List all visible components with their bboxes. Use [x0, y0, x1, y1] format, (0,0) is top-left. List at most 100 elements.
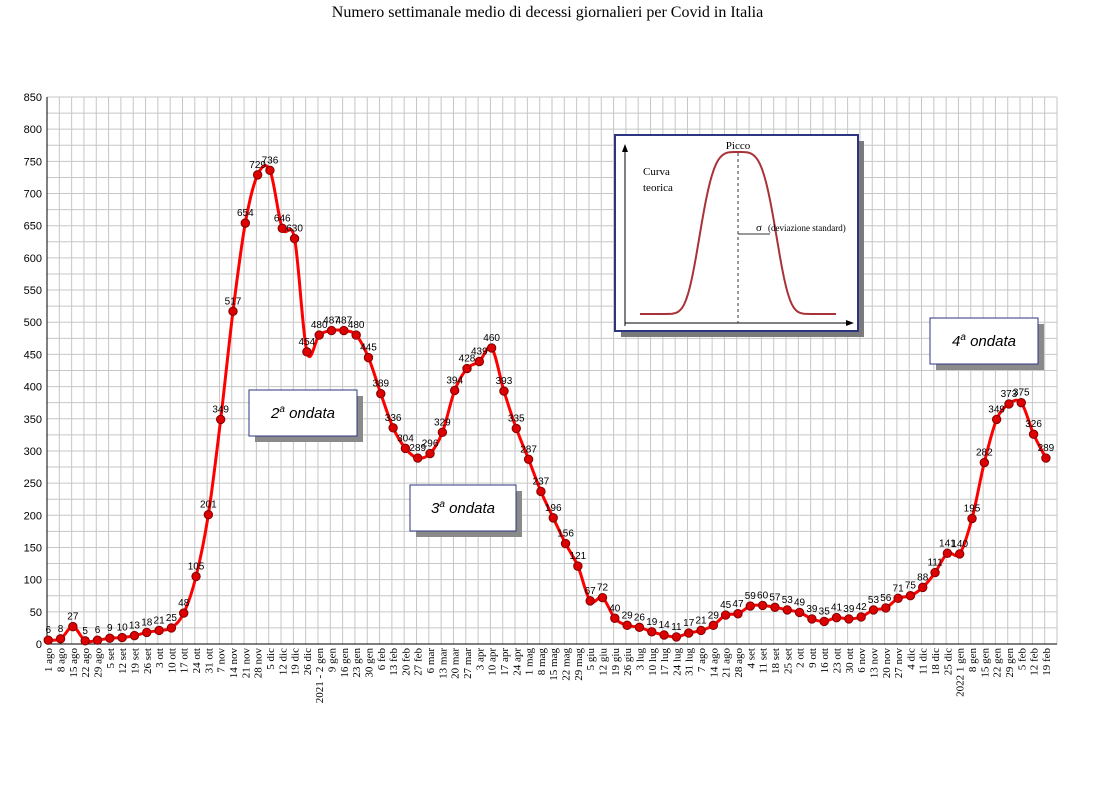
data-point [179, 608, 189, 618]
data-label: 27 [67, 612, 79, 623]
x-tick-label: 20 mar [450, 648, 462, 679]
data-label: 71 [893, 583, 905, 594]
data-point [807, 614, 817, 624]
data-point [1028, 429, 1039, 439]
data-point [794, 607, 805, 618]
data-point [856, 612, 866, 622]
data-point [733, 609, 743, 619]
x-tick-label: 13 mar [437, 648, 449, 679]
chart-title: Numero settimanale medio di decessi gior… [331, 4, 764, 21]
data-point [585, 596, 595, 606]
x-tick-label: 16 gen [339, 648, 351, 678]
callout-label: 3a ondata [431, 499, 495, 517]
data-point [930, 567, 940, 578]
x-tick-label: 27 mar [462, 648, 474, 679]
axes [46, 97, 1057, 645]
inset-y-arrow [622, 144, 628, 152]
data-label: 5 [82, 626, 88, 637]
wave-callouts: 2a ondata 3a ondata 4a ondata [248, 317, 1044, 537]
data-label: 454 [299, 337, 316, 348]
data-point [954, 549, 965, 559]
data-label: 140 [951, 539, 968, 550]
y-tick-label: 250 [24, 478, 42, 490]
x-tick-label: 18 dic [930, 648, 942, 675]
x-tick-label: 30 gen [363, 648, 375, 678]
inset-peak-label: Picco [726, 140, 751, 152]
data-point [425, 448, 435, 459]
data-label: 26 [634, 612, 646, 623]
data-label: 630 [286, 224, 303, 235]
data-label: 11 [671, 622, 682, 633]
x-tick-label: 2021 - 2 gen [314, 648, 326, 704]
data-point [720, 610, 731, 620]
x-tick-label: 4 dic [905, 648, 917, 670]
data-point [819, 616, 829, 627]
x-tick-label: 7 ago [696, 648, 708, 673]
data-label: 57 [769, 592, 781, 603]
x-tick-label: 13 feb [388, 648, 400, 676]
data-label: 29 [622, 610, 634, 621]
x-tick-label: 19 dic [290, 648, 302, 675]
callout-label: 4a ondata [952, 332, 1016, 350]
callout-ondata-2: 2a ondata [248, 389, 363, 442]
data-label: 141 [939, 538, 956, 549]
x-tick-label: 19 feb [1041, 648, 1053, 676]
x-tick-label: 25 set [782, 648, 794, 674]
data-point [314, 330, 324, 340]
x-tick-label: 25 dic [942, 648, 954, 675]
data-point [215, 414, 226, 425]
data-label: 25 [166, 613, 178, 624]
data-point [376, 388, 386, 399]
data-label: 59 [745, 591, 757, 602]
data-label: 45 [720, 600, 732, 611]
data-label: 6 [45, 625, 51, 636]
data-label: 201 [200, 500, 217, 511]
y-tick-label: 500 [24, 317, 42, 329]
x-tick-label: 4 set [745, 648, 757, 668]
data-point [536, 486, 546, 497]
data-label: 21 [154, 615, 166, 626]
data-label: 29 [708, 610, 720, 621]
x-tick-label: 27 feb [413, 648, 425, 676]
x-tick-label: 22 ago [80, 648, 92, 678]
data-point [289, 233, 300, 244]
data-label: 646 [274, 213, 291, 224]
y-tick-label: 450 [24, 349, 42, 361]
data-point [560, 538, 571, 549]
x-tick-label: 28 ago [733, 648, 745, 678]
x-tick-label: 10 apr [487, 648, 499, 676]
data-label: 41 [831, 603, 843, 614]
data-point [918, 582, 928, 593]
data-label: 487 [335, 316, 352, 327]
data-label: 373 [1001, 389, 1018, 400]
data-point [499, 386, 509, 396]
x-tick-label: 26 dic [302, 648, 314, 675]
data-point [942, 548, 953, 558]
x-tick-label: 7 nov [216, 648, 228, 673]
data-label: 72 [597, 583, 609, 594]
x-axis-ticks: 1 ago 8 ago 15 ago 22 ago 29 ago 5 set 12 set 1… [43, 648, 1053, 704]
data-point [597, 592, 608, 603]
y-tick-label: 650 [24, 221, 42, 233]
data-point [770, 602, 780, 613]
data-label: 121 [570, 551, 587, 562]
x-tick-label: 1 ago [43, 648, 55, 673]
x-tick-label: 19 set [129, 648, 141, 674]
x-tick-label: 10 lug [647, 648, 659, 676]
data-label: 47 [732, 599, 744, 610]
y-tick-label: 800 [24, 124, 42, 136]
x-tick-label: 24 lug [671, 648, 683, 676]
inset-sigma-symbol: σ [756, 222, 762, 234]
data-point [400, 443, 411, 454]
y-tick-label: 700 [24, 189, 42, 201]
data-point [647, 627, 657, 637]
data-label: 196 [545, 503, 562, 514]
data-point [634, 622, 645, 632]
data-point [105, 633, 115, 643]
callout-ondata-4: 4a ondata [929, 317, 1044, 370]
data-label: 439 [471, 346, 488, 357]
data-point [154, 625, 164, 636]
inset-curve-label: Curva [643, 166, 670, 178]
inset-sigma-text: (deviazione standard) [768, 223, 846, 233]
x-tick-label: 10 ott [166, 648, 178, 673]
